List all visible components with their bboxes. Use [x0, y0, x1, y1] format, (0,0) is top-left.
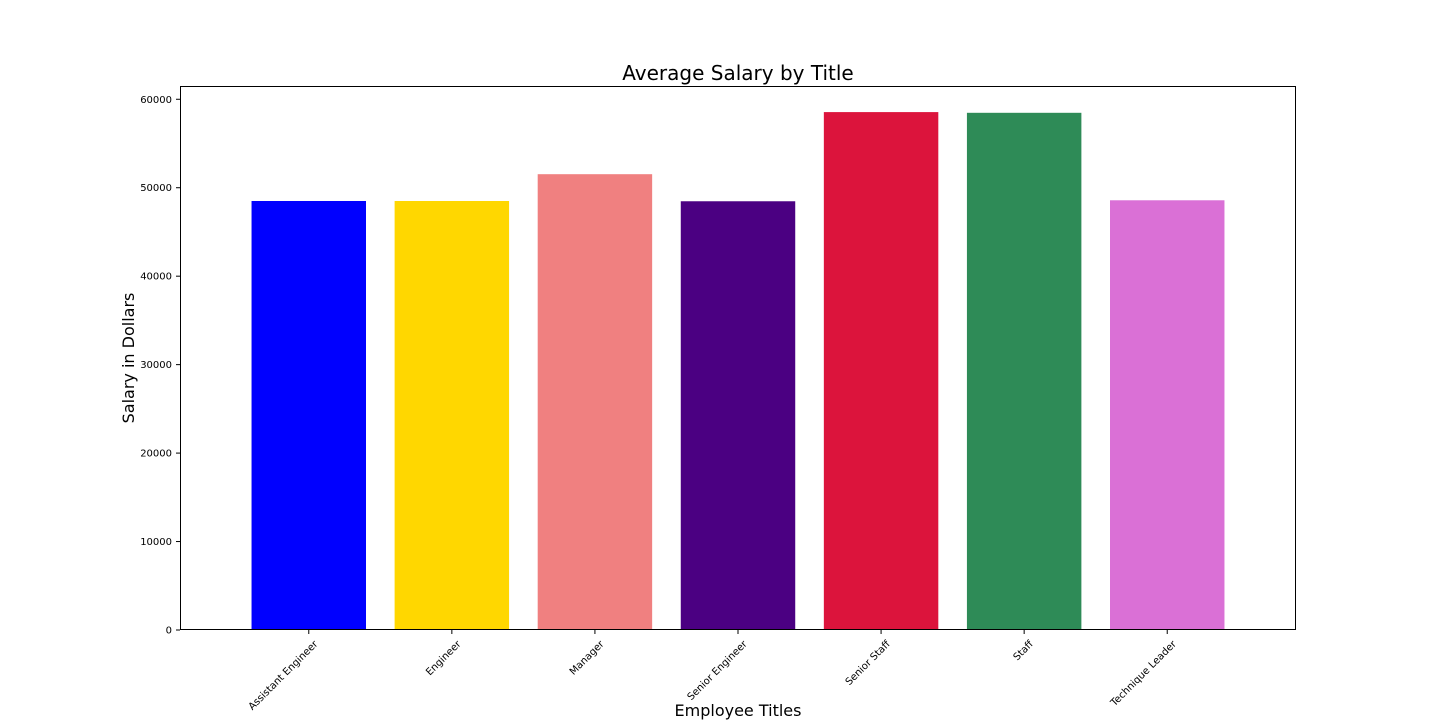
y-axis-label: Salary in Dollars	[119, 293, 138, 424]
y-tick-label: 50000	[140, 183, 172, 194]
bar-assistant-engineer	[251, 200, 366, 630]
x-tick-label: Staff	[1012, 638, 1037, 663]
y-axis: 0 10000 20000 30000 40000 50000 60000	[140, 95, 180, 637]
bar-manager	[537, 174, 653, 630]
bar-staff	[966, 112, 1082, 631]
y-tick-label: 60000	[140, 95, 172, 106]
y-tick-label: 0	[166, 626, 172, 637]
bars-layer	[251, 112, 1225, 631]
bar-engineer	[394, 200, 510, 630]
y-tick-label: 30000	[140, 360, 172, 371]
plot-frame	[180, 86, 1296, 630]
x-axis-label: Employee Titles	[675, 701, 802, 720]
x-tick-label: Manager	[568, 638, 607, 677]
chart-title: Average Salary by Title	[622, 61, 853, 85]
x-tick-label: Engineer	[424, 638, 464, 678]
bar-technique-leader	[1110, 200, 1225, 630]
x-tick-label: Assistant Engineer	[247, 638, 321, 712]
x-tick-label: Senior Staff	[844, 638, 894, 688]
y-tick-label: 40000	[140, 272, 172, 283]
bar-senior-engineer	[680, 201, 796, 630]
x-tick-label: Senior Engineer	[686, 638, 751, 703]
y-tick-label: 20000	[140, 449, 172, 460]
bar-senior-staff	[823, 112, 939, 631]
y-tick-label: 10000	[140, 537, 172, 548]
x-tick-label: Technique Leader	[1108, 638, 1179, 709]
